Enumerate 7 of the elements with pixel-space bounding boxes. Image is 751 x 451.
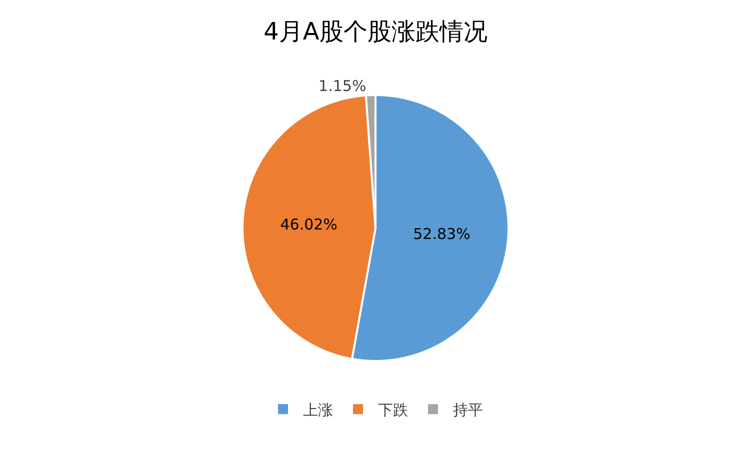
legend-label: 持平 — [453, 401, 483, 420]
data-label: 46.02% — [280, 215, 338, 234]
data-label: 1.15% — [318, 77, 366, 96]
chart-title: 4月A股个股涨跌情况 — [264, 17, 488, 46]
data-label: 52.83% — [413, 224, 470, 243]
legend-label: 下跌 — [378, 401, 408, 420]
legend-label: 上涨 — [303, 401, 333, 420]
